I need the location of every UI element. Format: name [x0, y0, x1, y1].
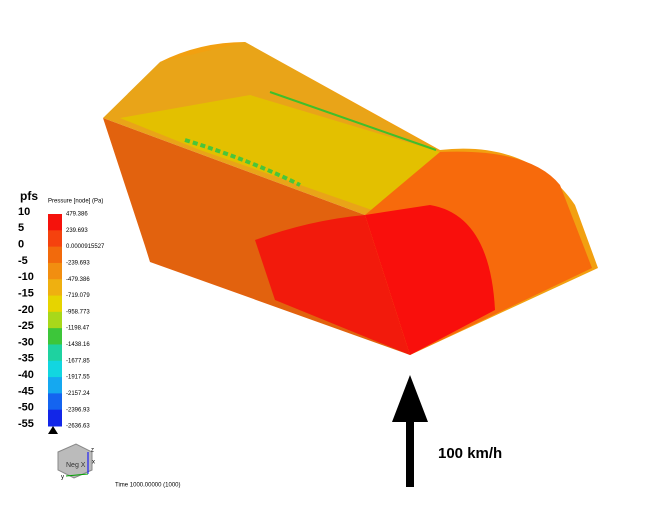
legend-label: 239.693 — [66, 228, 88, 234]
axis-label: x — [92, 460, 95, 466]
pfs-label: -40 — [18, 369, 34, 381]
legend-band — [48, 230, 62, 248]
legend-label: -479.386 — [66, 277, 90, 283]
pfs-label: -20 — [18, 304, 34, 316]
pfs-label: -50 — [18, 402, 34, 414]
pfs-label: -15 — [18, 287, 34, 299]
pfs-label: -45 — [18, 385, 34, 397]
ridge-line — [269, 91, 437, 151]
pfs-label: 0 — [18, 239, 24, 251]
legend: 479.386 239.693 0.0000915527 -239.693 -479.3… — [18, 206, 105, 430]
legend-band — [48, 279, 62, 297]
legend-label: 0.0000915527 — [66, 244, 105, 250]
legend-band — [48, 328, 62, 345]
axis-label: y — [61, 475, 64, 481]
legend-label: -239.693 — [66, 261, 90, 267]
legend-label: -1677.85 — [66, 358, 90, 364]
front-red — [365, 205, 495, 355]
flow-label: 100 km/h — [438, 445, 502, 462]
orientation-arrow — [48, 426, 58, 434]
legend-band — [48, 295, 62, 313]
top-yellow — [120, 95, 440, 210]
pfs-label: -30 — [18, 336, 34, 348]
pfs-label: -35 — [18, 353, 34, 365]
legend-band — [48, 262, 62, 280]
pfs-label: 5 — [18, 222, 24, 234]
pfs-title: pfs — [20, 189, 38, 203]
axis-y — [65, 473, 89, 477]
legend-band — [48, 246, 62, 264]
green-patch — [184, 138, 301, 187]
legend-title: Pressure [node] (Pa) — [48, 199, 103, 205]
legend-label: 479.386 — [66, 212, 88, 218]
legend-band — [48, 344, 62, 362]
legend-label: -1917.55 — [66, 375, 90, 381]
legend-label: -958.773 — [66, 309, 90, 315]
pfs-label: -25 — [18, 320, 34, 332]
legend-band — [48, 360, 62, 378]
pfs-label: 10 — [18, 206, 30, 218]
legend-label: -719.079 — [66, 293, 90, 299]
legend-band — [48, 311, 62, 329]
orientation-cube: Neg X z x y — [48, 426, 95, 481]
flow-arrow — [392, 375, 428, 487]
side-red — [255, 215, 410, 355]
pfs-label: -5 — [18, 255, 28, 267]
legend-band — [48, 393, 62, 411]
legend-label: -2636.63 — [66, 424, 90, 430]
legend-label: -1438.16 — [66, 342, 90, 348]
pfs-label: -10 — [18, 271, 34, 283]
pfs-label: -55 — [18, 418, 34, 430]
legend-label: -2157.24 — [66, 391, 90, 397]
axis-label: z — [91, 448, 94, 454]
legend-label: -2396.93 — [66, 407, 90, 413]
cube-label: Neg X — [66, 462, 86, 469]
legend-band — [48, 409, 62, 427]
cube — [57, 443, 93, 479]
time-label: Time 1000.00000 (1000) — [115, 483, 181, 489]
body — [103, 42, 598, 355]
legend-label: -1198.47 — [66, 326, 90, 332]
legend-band — [48, 377, 62, 394]
legend-band — [48, 214, 62, 231]
